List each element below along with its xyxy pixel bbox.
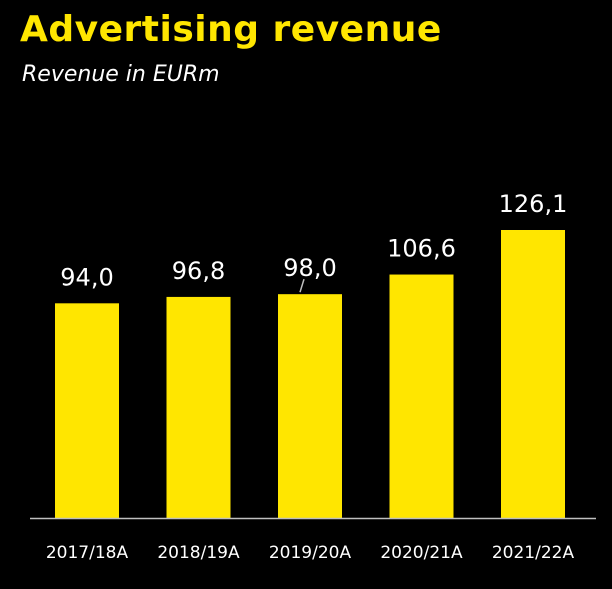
value-label-2019/20A: 98,0 [283, 254, 336, 282]
category-label-2021/22A: 2021/22A [492, 543, 575, 563]
bar-2018/19A [166, 296, 231, 518]
leader-line [299, 278, 305, 293]
category-label-2020/21A: 2020/21A [380, 543, 463, 563]
bar-2021/22A [501, 230, 565, 518]
chart-subtitle: Revenue in EURm [22, 62, 220, 87]
value-label-2020/21A: 106,6 [387, 235, 456, 263]
bar-2020/21A [389, 274, 454, 518]
bar-2019/20A [278, 294, 342, 518]
value-label-2018/19A: 96,8 [172, 257, 225, 285]
bar-2017/18A [55, 303, 119, 518]
category-label-2019/20A: 2019/20A [269, 543, 352, 563]
value-label-2017/18A: 94,0 [60, 263, 113, 291]
chart-title: Advertising revenue [20, 9, 442, 50]
category-label-2018/19A: 2018/19A [157, 543, 240, 563]
category-label-2017/18A: 2017/18A [46, 543, 129, 563]
value-label-2021/22A: 126,1 [499, 190, 568, 218]
